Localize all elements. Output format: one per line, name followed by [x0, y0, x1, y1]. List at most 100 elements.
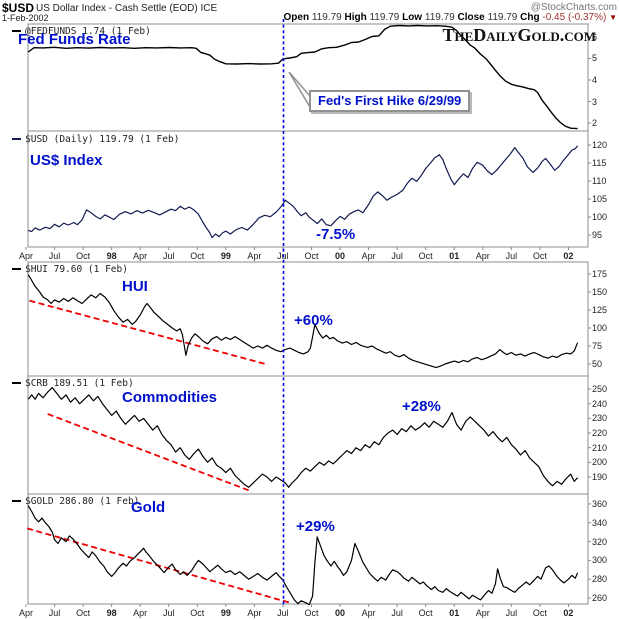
- x-tick-label: Jul: [48, 251, 61, 261]
- x-tick-label: Jul: [391, 251, 403, 261]
- x-tick-label: 99: [220, 608, 231, 618]
- x-tick-label: Oct: [418, 608, 433, 618]
- x-tick-label: Oct: [190, 251, 205, 261]
- x-tick-label: 01: [449, 608, 460, 618]
- line-swatch: [12, 138, 21, 140]
- x-tick-label: 98: [106, 251, 117, 261]
- x-tick-label: 98: [106, 608, 117, 618]
- ohlc-quote-bar: Open 119.79 High 119.79 Low 119.79 Close…: [284, 12, 618, 23]
- x-tick-label: Apr: [18, 251, 33, 261]
- x-tick-label: Jul: [162, 251, 175, 261]
- y-tick-label: 110: [592, 176, 607, 187]
- y-tick-label: 280: [592, 574, 608, 585]
- close-label: Close: [457, 12, 485, 23]
- line-swatch: [12, 30, 21, 32]
- x-tick-label: Apr: [247, 608, 262, 618]
- y-tick-label: 175: [592, 269, 608, 280]
- x-tick-label: 99: [220, 251, 231, 261]
- x-tick-label: Jul: [505, 251, 518, 261]
- x-tick-label: Jul: [505, 608, 518, 618]
- open-label: Open: [283, 12, 310, 23]
- y-tick-label: 3: [592, 96, 598, 107]
- y-tick-label: 75: [592, 340, 603, 351]
- y-tick-label: 115: [592, 158, 607, 169]
- y-tick-label: 360: [592, 498, 608, 509]
- panel-title-gold: Gold: [131, 499, 166, 516]
- x-tick-label: Apr: [133, 251, 148, 261]
- quote-date: 1-Feb-2002: [2, 13, 49, 23]
- y-tick-label: 100: [592, 322, 608, 333]
- y-tick-label: 2: [592, 118, 598, 129]
- low-label: Low: [402, 12, 423, 23]
- ticker-symbol: $USD: [2, 1, 35, 15]
- x-tick-label: Apr: [247, 251, 262, 261]
- x-tick-label: Oct: [304, 251, 319, 261]
- y-tick-label: 220: [592, 428, 608, 439]
- close-value: 119.79: [487, 12, 518, 23]
- x-tick-label: Oct: [190, 608, 205, 618]
- x-tick-label: Jul: [277, 251, 289, 261]
- y-tick-label: 240: [592, 398, 608, 409]
- x-tick-label: Apr: [475, 608, 490, 618]
- y-tick-label: 120: [592, 140, 608, 151]
- x-tick-label: Oct: [532, 251, 547, 261]
- panel-title-usd-index: US$ Index: [30, 152, 103, 169]
- x-tick-label: Jul: [277, 608, 289, 618]
- legend-usd: $USD (Daily) 119.79 (1 Feb): [12, 134, 179, 145]
- line-swatch: [12, 500, 21, 502]
- x-tick-label: Jul: [162, 608, 175, 618]
- y-tick-label: 4: [592, 74, 598, 85]
- y-tick-label: 5: [592, 53, 598, 64]
- y-tick-label: 210: [592, 442, 608, 453]
- y-tick-label: 230: [592, 413, 608, 424]
- x-tick-label: Jul: [48, 608, 61, 618]
- x-tick-label: Jul: [391, 608, 403, 618]
- y-tick-label: 190: [592, 471, 608, 482]
- annotation-crb-rally: +28%: [402, 398, 441, 415]
- y-tick-label: 320: [592, 536, 608, 547]
- y-tick-label: 150: [592, 287, 608, 297]
- x-tick-label: Apr: [361, 608, 376, 618]
- chart-title: US Dollar Index - Cash Settle (EOD) ICE: [36, 3, 218, 14]
- y-tick-label: 125: [592, 305, 608, 315]
- y-tick-label: 340: [592, 517, 608, 528]
- y-tick-label: 105: [592, 194, 608, 205]
- x-tick-label: 00: [335, 608, 346, 618]
- legend-crb: $CRB 189.51 (1 Feb): [12, 378, 134, 389]
- legend-fedfunds: @FEDFUNDS 1.74 (1 Feb): [12, 26, 151, 37]
- x-tick-label: Apr: [361, 251, 376, 261]
- panel-title-commodities: Commodities: [122, 389, 218, 406]
- x-tick-label: Oct: [418, 251, 433, 261]
- panel-title-fed-funds: Fed Funds Rate: [18, 31, 131, 48]
- x-tick-label: Apr: [475, 251, 490, 261]
- x-tick-label: Apr: [18, 608, 33, 618]
- panel-title-hui: HUI: [122, 278, 148, 295]
- chg-value: -0.45 (-0.37%): [542, 12, 607, 23]
- chg-label: Chg: [520, 12, 540, 23]
- y-tick-label: 260: [592, 592, 608, 603]
- low-value: 119.79: [424, 12, 455, 23]
- y-tick-label: 50: [592, 358, 603, 369]
- y-tick-label: 100: [592, 212, 608, 223]
- x-tick-label: 02: [563, 251, 574, 261]
- y-tick-label: 200: [592, 457, 608, 468]
- down-triangle-icon: ▼: [609, 13, 617, 22]
- x-tick-label: 00: [335, 251, 346, 261]
- legend-gold: $GOLD 286.80 (1 Feb): [12, 496, 139, 507]
- annotation-hui-rally: +60%: [294, 312, 333, 329]
- legend-hui: $HUI 79.60 (1 Feb): [12, 264, 128, 275]
- thedailygold-watermark: TheDailyGold.com: [442, 25, 596, 45]
- high-label: High: [344, 12, 367, 23]
- fed-first-hike-callout: Fed's First Hike 6/29/99: [309, 90, 471, 112]
- y-tick-label: 250: [592, 384, 608, 395]
- x-tick-label: Oct: [304, 608, 319, 618]
- x-tick-label: 02: [563, 608, 574, 618]
- high-value: 119.79: [369, 12, 400, 23]
- y-tick-label: 95: [592, 230, 603, 241]
- x-tick-label: Apr: [133, 608, 148, 618]
- line-swatch: [12, 382, 21, 384]
- x-tick-label: Oct: [76, 608, 91, 618]
- x-tick-label: Oct: [76, 251, 91, 261]
